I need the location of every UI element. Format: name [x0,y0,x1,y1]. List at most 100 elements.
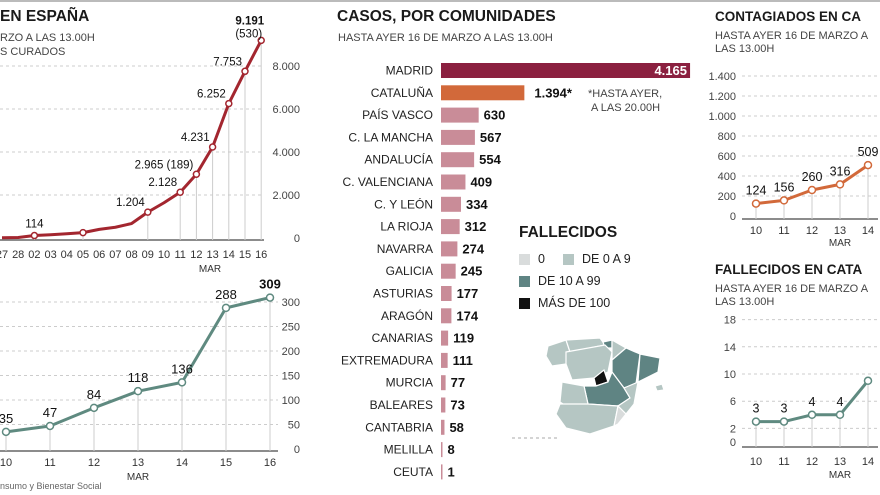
bar-value-label: 111 [453,353,473,368]
x-tick-label: 11 [174,249,185,261]
data-label: 3 [781,402,788,416]
bar-value-label: 4.165 [654,63,687,78]
y-tick-label: 300 [282,297,300,309]
y-tick-label: 6 [730,396,736,408]
map-murcia [613,404,627,428]
communities-title: CASOS, POR COMUNIDADES [337,8,556,25]
bar [441,330,449,346]
data-point [208,143,217,151]
bar [441,464,443,480]
x-tick-label: 02 [28,249,40,261]
x-tick-label: 05 [77,249,89,261]
bar-value-label: 1 [448,464,455,479]
x-tick-label: 16 [255,249,267,261]
x-tick-label: 27 [0,249,8,261]
series-line [1,39,263,240]
deaths-legend-title: FALLECIDOS [519,224,618,241]
bar [441,419,445,435]
cat-deaths-subtitle: HASTA AYER 16 DE MARZO A LAS 13.00H [715,283,868,308]
bar-value-label: 1.394* [534,85,573,100]
bar-value-label: 58 [449,420,463,435]
data-label: 156 [774,180,795,194]
recovered-label: (530) [235,28,262,40]
spain-map [512,337,665,439]
legend-item-0: 0 [519,252,545,266]
data-label: 509 [858,145,879,159]
x-tick-label: 16 [264,457,276,469]
data-point [45,421,55,431]
x-tick-label: 09 [142,249,154,261]
x-tick-label: 03 [44,249,56,261]
data-label: 118 [128,370,149,385]
x-tick-label: 10 [158,249,170,261]
y-tick-label: 250 [282,322,300,334]
data-label: 6.252 [197,89,226,101]
spain-cases-subtitle: RZO A LAS 13.00H [0,32,95,44]
source-note: nsumo y Bienestar Social [0,481,102,491]
data-point [807,410,817,420]
data-label: 136 [171,361,193,376]
data-label: 35 [0,411,13,426]
month-label: MAR [829,238,851,249]
y-tick-label: 150 [282,371,300,383]
bar-value-label: 245 [461,264,483,279]
legend-item-3: MÁS DE 100 [519,296,610,310]
bar [441,397,446,413]
y-tick-label: 1.200 [708,91,736,103]
bar-value-label: 174 [456,308,478,323]
y-tick-label: 6.000 [272,104,300,116]
bar-category-label: GALICIA [386,264,433,278]
data-label: 124 [746,184,767,198]
bar [441,219,460,235]
data-point [835,410,845,420]
legend-label: 0 [538,252,545,266]
legend-swatch [519,297,530,309]
y-tick-label: 800 [718,131,736,143]
x-tick-label: 15 [239,249,251,261]
data-point [751,417,761,426]
bar-value-label: 334 [466,197,488,212]
x-tick-label: 11 [44,457,55,469]
x-tick-label: 10 [750,456,762,468]
bar-category-label: C. Y LEÓN [374,196,433,211]
bar-value-label: 8 [448,442,455,457]
cat-cases-title: CONTAGIADOS EN CA [715,9,862,24]
data-point [144,208,152,216]
x-tick-label: 06 [93,249,105,261]
data-point [1,427,11,437]
bar [441,63,691,78]
bar [441,107,479,123]
legend-label: DE 10 A 99 [538,274,601,288]
legend-label: MÁS DE 100 [538,296,611,310]
data-label: 260 [802,170,823,184]
data-label: 2.965 (189) [135,159,194,171]
cataluna-note-1: *HASTA AYER, [588,88,663,100]
map-baleares [654,383,665,392]
bar-value-label: 567 [480,130,502,145]
y-tick-label: 10 [724,369,736,381]
y-tick-label: 2 [730,423,736,435]
bar-category-label: EXTREMADURA [341,353,433,367]
y-tick-label: 400 [718,171,736,183]
bar-category-label: MADRID [386,64,434,78]
bar-category-label: CATALUÑA [371,86,433,100]
data-point [225,99,233,108]
data-point [257,36,265,45]
communities-subtitle: HASTA AYER 16 DE MARZO A LAS 13.00H [338,32,553,44]
data-point [863,160,873,170]
bar-value-label: 274 [462,241,484,256]
x-tick-label: 04 [61,249,73,261]
x-tick-label: 07 [109,249,121,261]
x-tick-label: 13 [206,249,218,261]
x-tick-label: 11 [778,225,789,237]
spain-cases-title: EN ESPAÑA [0,8,90,25]
spain-cases-subtitle-2: S CURADOS [0,46,66,58]
data-point [807,185,817,195]
cataluna_deaths-chart: 0 2 6 10 14 18 10 11 12 13 14 MAR 3 3 4 4 [724,315,878,481]
bar-category-label: MELILLA [384,443,433,457]
month-label: MAR [829,470,851,481]
map-cataluna [637,353,661,384]
bar [441,263,456,279]
bar-value-label: 119 [453,331,474,346]
bar-value-label: 77 [451,375,465,390]
